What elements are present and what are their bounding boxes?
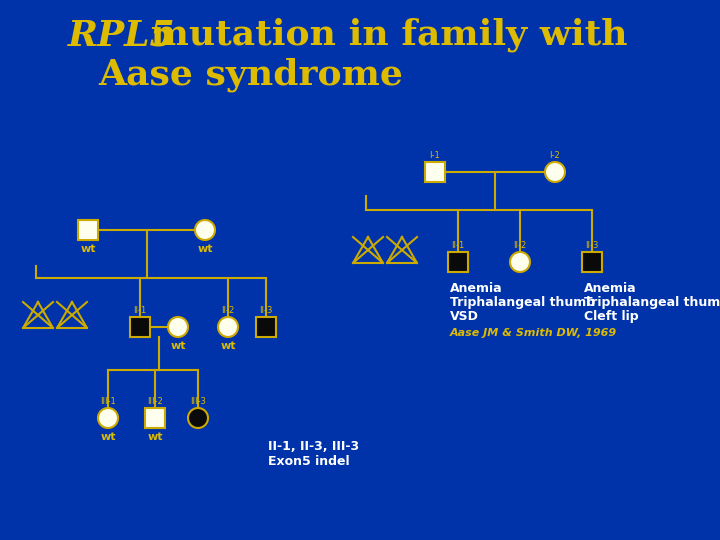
Circle shape bbox=[188, 408, 208, 428]
Text: Cleft lip: Cleft lip bbox=[584, 310, 639, 323]
Text: Aase syndrome: Aase syndrome bbox=[98, 58, 403, 92]
Text: Exon5 indel: Exon5 indel bbox=[268, 455, 350, 468]
Text: Triphalangeal thumb: Triphalangeal thumb bbox=[450, 296, 595, 309]
Circle shape bbox=[168, 317, 188, 337]
Circle shape bbox=[545, 162, 565, 182]
Text: Anemia: Anemia bbox=[450, 282, 503, 295]
Text: Anemia: Anemia bbox=[584, 282, 636, 295]
Text: RPL5: RPL5 bbox=[68, 18, 176, 52]
Text: VSD: VSD bbox=[450, 310, 479, 323]
Text: II-1, II-3, III-3: II-1, II-3, III-3 bbox=[268, 440, 359, 453]
Text: wt: wt bbox=[170, 341, 186, 351]
Bar bbox=[582, 252, 602, 272]
Bar bbox=[425, 162, 445, 182]
Circle shape bbox=[510, 252, 530, 272]
Text: III-2: III-2 bbox=[147, 397, 163, 406]
Text: III-3: III-3 bbox=[190, 397, 206, 406]
Bar bbox=[78, 220, 98, 240]
Text: mutation in family with: mutation in family with bbox=[138, 18, 628, 52]
Text: wt: wt bbox=[80, 244, 96, 254]
Bar bbox=[145, 408, 165, 428]
Circle shape bbox=[195, 220, 215, 240]
Text: wt: wt bbox=[100, 432, 116, 442]
Text: wt: wt bbox=[148, 432, 163, 442]
Text: II-3: II-3 bbox=[585, 241, 599, 250]
Bar bbox=[130, 317, 150, 337]
Circle shape bbox=[98, 408, 118, 428]
Text: Triphalangeal thumb: Triphalangeal thumb bbox=[584, 296, 720, 309]
Text: II-1: II-1 bbox=[451, 241, 464, 250]
Text: I-1: I-1 bbox=[430, 151, 441, 160]
Text: II-2: II-2 bbox=[513, 241, 526, 250]
Text: II-2: II-2 bbox=[221, 306, 235, 315]
Text: I-2: I-2 bbox=[549, 151, 560, 160]
Text: III-1: III-1 bbox=[100, 397, 116, 406]
Text: II-1: II-1 bbox=[133, 306, 147, 315]
Text: II-3: II-3 bbox=[259, 306, 273, 315]
Text: Aase JM & Smith DW, 1969: Aase JM & Smith DW, 1969 bbox=[450, 328, 617, 338]
Circle shape bbox=[218, 317, 238, 337]
Text: wt: wt bbox=[220, 341, 235, 351]
Text: wt: wt bbox=[197, 244, 212, 254]
Bar bbox=[448, 252, 468, 272]
Bar bbox=[256, 317, 276, 337]
